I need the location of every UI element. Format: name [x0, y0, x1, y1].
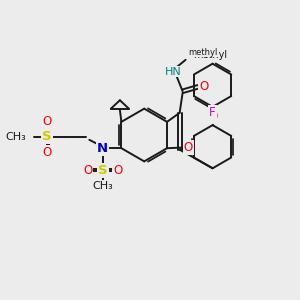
Text: N: N [97, 142, 108, 155]
Text: methyl: methyl [189, 48, 218, 57]
Text: O: O [83, 164, 92, 177]
Text: O: O [113, 164, 122, 177]
Text: O: O [208, 110, 217, 123]
Text: CH₃: CH₃ [5, 132, 26, 142]
Text: CH₃: CH₃ [92, 181, 113, 191]
Text: HN: HN [165, 67, 182, 76]
Text: S: S [98, 164, 108, 177]
Text: F: F [209, 106, 216, 119]
Text: methyl: methyl [193, 50, 227, 60]
Text: O: O [199, 80, 208, 93]
Text: O: O [42, 146, 51, 159]
Text: S: S [42, 130, 52, 143]
Text: O: O [184, 141, 193, 154]
Text: O: O [42, 115, 51, 128]
